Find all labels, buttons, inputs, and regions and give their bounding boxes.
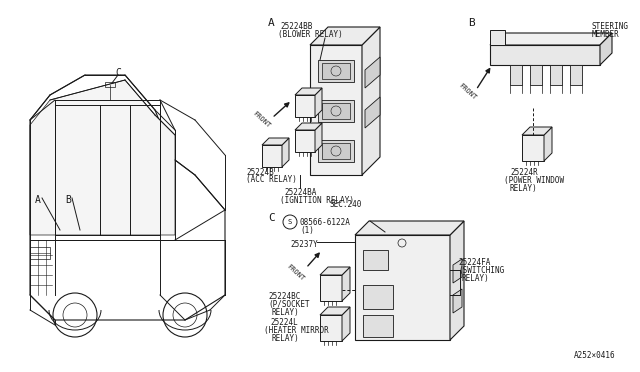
Polygon shape [365,57,380,88]
Text: (IGNITION RELAY): (IGNITION RELAY) [280,196,354,205]
Polygon shape [355,221,464,235]
Text: 25224L: 25224L [270,318,298,327]
Polygon shape [342,267,350,301]
Polygon shape [450,221,464,340]
Polygon shape [522,135,544,161]
Text: FRONT: FRONT [286,263,306,282]
Text: RELAY): RELAY) [272,308,300,317]
Polygon shape [570,65,582,85]
Text: B: B [468,18,475,28]
Text: (POWER WINDOW: (POWER WINDOW [504,176,564,185]
Bar [318,60,354,82]
Polygon shape [510,65,522,85]
Bar [363,250,388,270]
Text: MEMBER: MEMBER [592,30,620,39]
Bar [30,247,50,259]
Polygon shape [550,65,562,85]
Polygon shape [295,95,315,117]
Polygon shape [295,88,322,95]
Polygon shape [490,30,505,45]
Polygon shape [490,33,612,45]
Text: 25237Y: 25237Y [290,240,317,249]
Text: RELAY): RELAY) [462,274,490,283]
Polygon shape [295,123,322,130]
Text: A: A [35,195,41,205]
Text: (SWITCHING: (SWITCHING [458,266,504,275]
Polygon shape [320,307,350,315]
Polygon shape [262,138,289,145]
Polygon shape [320,267,350,275]
Polygon shape [315,123,322,152]
Text: C: C [115,68,121,78]
Polygon shape [30,80,175,235]
Text: STEERING: STEERING [592,22,629,31]
Text: 25224R: 25224R [510,168,538,177]
Bar [322,143,350,159]
Text: 25224BA: 25224BA [284,188,316,197]
Text: A252×0416: A252×0416 [573,351,615,360]
Text: (ACC RELAY): (ACC RELAY) [246,175,297,184]
Polygon shape [365,97,380,128]
Text: A: A [268,18,275,28]
Bar [318,100,354,122]
Text: 08566-6122A: 08566-6122A [300,218,351,227]
Polygon shape [453,259,462,283]
Text: SEC.240: SEC.240 [330,200,362,209]
Polygon shape [600,33,612,65]
Polygon shape [282,138,289,167]
Text: (BLOWER RELAY): (BLOWER RELAY) [278,30,343,39]
Text: 25224FA: 25224FA [458,258,490,267]
Text: (P/SOCKET: (P/SOCKET [268,300,310,309]
Polygon shape [453,289,462,313]
Text: 25224BC: 25224BC [268,292,300,301]
Polygon shape [310,45,362,175]
Polygon shape [320,275,342,301]
Text: B: B [65,195,71,205]
Text: FRONT: FRONT [252,110,272,129]
Text: C: C [268,213,275,223]
Text: 25224B: 25224B [246,168,274,177]
Text: (1): (1) [300,226,314,235]
Bar [322,63,350,79]
Polygon shape [362,27,380,175]
Bar [105,82,115,87]
Polygon shape [522,127,552,135]
Polygon shape [544,127,552,161]
Polygon shape [342,307,350,341]
Text: FRONT: FRONT [458,82,478,101]
Text: RELAY): RELAY) [272,334,300,343]
Bar [363,315,393,337]
Text: S: S [288,219,292,225]
Text: 25224BB: 25224BB [280,22,312,31]
Bar [363,285,393,309]
Text: (HEATER MIRROR: (HEATER MIRROR [264,326,329,335]
Bar [322,103,350,119]
Text: RELAY): RELAY) [510,184,538,193]
Polygon shape [490,45,600,65]
Polygon shape [320,315,342,341]
Bar [318,140,354,162]
Polygon shape [295,130,315,152]
Polygon shape [530,65,542,85]
Polygon shape [355,235,450,340]
Polygon shape [310,27,380,45]
Polygon shape [262,145,282,167]
Polygon shape [315,88,322,117]
